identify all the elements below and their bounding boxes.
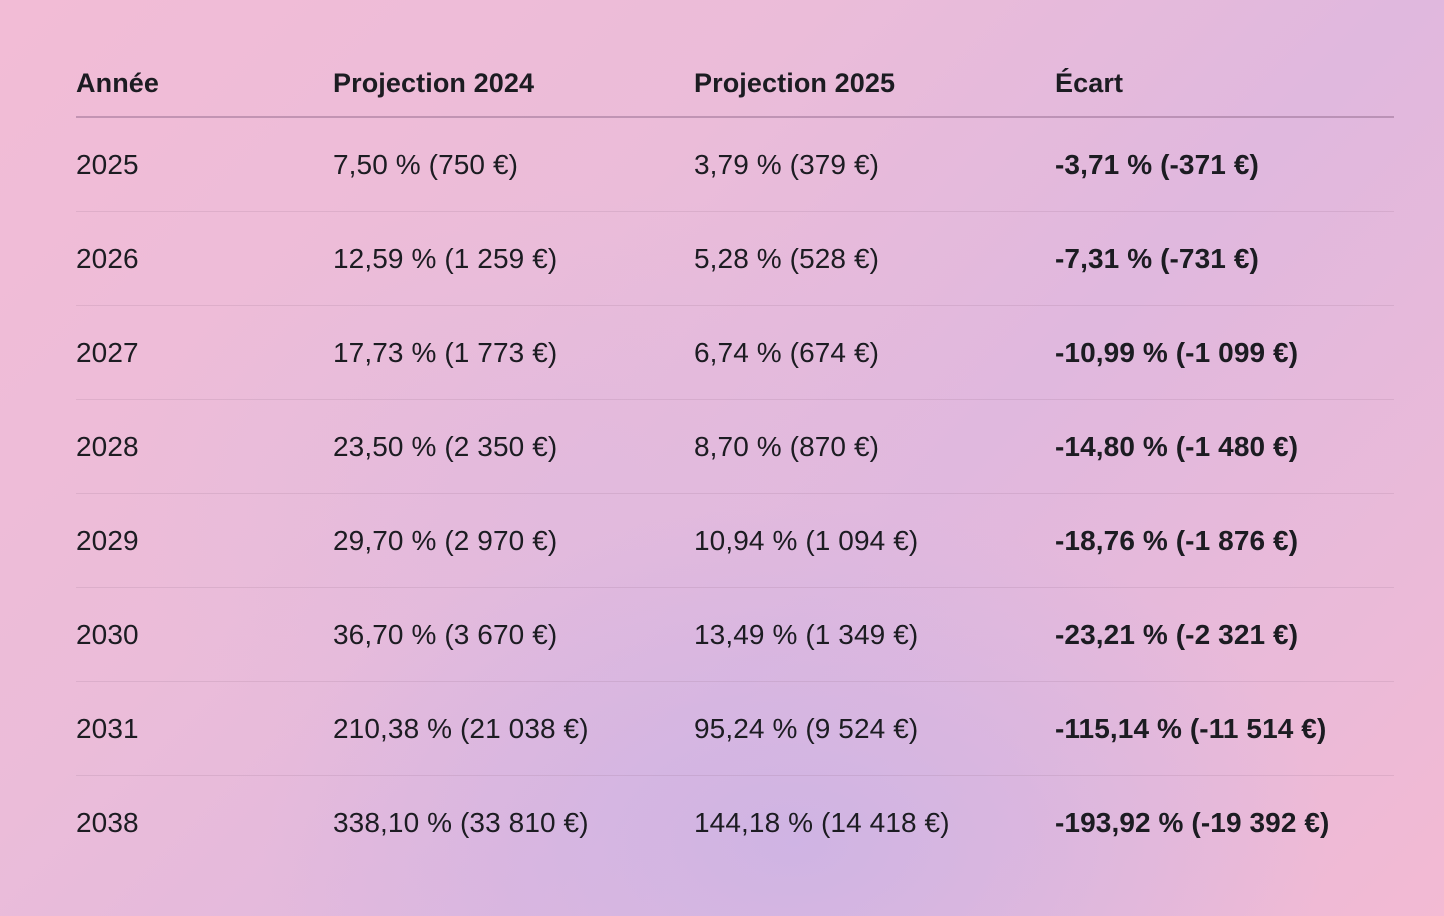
cell-projection-2025: 95,24 % (9 524 €): [694, 712, 919, 744]
cell-gap: -115,14 % (-11 514 €): [1055, 712, 1327, 744]
cell-year: 2031: [76, 712, 139, 744]
cell-year: 2030: [76, 618, 139, 650]
table-row: 2030 36,70 % (3 670 €) 13,49 % (1 349 €)…: [76, 588, 1394, 682]
header-projection-2025: Projection 2025: [694, 67, 896, 98]
cell-gap: -3,71 % (-371 €): [1055, 148, 1259, 180]
cell-year: 2029: [76, 524, 139, 556]
cell-year: 2026: [76, 242, 139, 274]
header-gap: Écart: [1055, 67, 1124, 98]
cell-projection-2024: 12,59 % (1 259 €): [333, 242, 558, 274]
cell-gap: -10,99 % (-1 099 €): [1055, 336, 1299, 368]
cell-gap: -193,92 % (-19 392 €): [1055, 806, 1330, 838]
table-row: 2025 7,50 % (750 €) 3,79 % (379 €) -3,71…: [76, 118, 1394, 212]
header-projection-2024: Projection 2024: [333, 67, 535, 98]
cell-projection-2024: 7,50 % (750 €): [333, 148, 519, 180]
cell-gap: -7,31 % (-731 €): [1055, 242, 1259, 274]
cell-projection-2024: 23,50 % (2 350 €): [333, 430, 558, 462]
header-year: Année: [76, 67, 160, 98]
cell-year: 2028: [76, 430, 139, 462]
cell-projection-2024: 29,70 % (2 970 €): [333, 524, 558, 556]
table-row: 2027 17,73 % (1 773 €) 6,74 % (674 €) -1…: [76, 306, 1394, 400]
cell-projection-2024: 36,70 % (3 670 €): [333, 618, 558, 650]
cell-year: 2027: [76, 336, 139, 368]
cell-projection-2025: 6,74 % (674 €): [694, 336, 880, 368]
cell-projection-2025: 144,18 % (14 418 €): [694, 806, 950, 838]
projection-table: Année Projection 2024 Projection 2025 Éc…: [76, 50, 1394, 869]
table-row: 2028 23,50 % (2 350 €) 8,70 % (870 €) -1…: [76, 400, 1394, 494]
cell-year: 2038: [76, 806, 139, 838]
cell-gap: -18,76 % (-1 876 €): [1055, 524, 1299, 556]
cell-gap: -23,21 % (-2 321 €): [1055, 618, 1299, 650]
table-row: 2031 210,38 % (21 038 €) 95,24 % (9 524 …: [76, 682, 1394, 776]
cell-year: 2025: [76, 148, 139, 180]
cell-projection-2024: 17,73 % (1 773 €): [333, 336, 558, 368]
table-row: 2038 338,10 % (33 810 €) 144,18 % (14 41…: [76, 776, 1394, 869]
cell-projection-2024: 210,38 % (21 038 €): [333, 712, 589, 744]
cell-projection-2025: 8,70 % (870 €): [694, 430, 880, 462]
cell-projection-2025: 10,94 % (1 094 €): [694, 524, 919, 556]
cell-projection-2025: 3,79 % (379 €): [694, 148, 880, 180]
cell-projection-2024: 338,10 % (33 810 €): [333, 806, 589, 838]
cell-projection-2025: 13,49 % (1 349 €): [694, 618, 919, 650]
table-header-row: Année Projection 2024 Projection 2025 Éc…: [76, 50, 1394, 118]
cell-projection-2025: 5,28 % (528 €): [694, 242, 880, 274]
cell-gap: -14,80 % (-1 480 €): [1055, 430, 1299, 462]
table-row: 2026 12,59 % (1 259 €) 5,28 % (528 €) -7…: [76, 212, 1394, 306]
table-row: 2029 29,70 % (2 970 €) 10,94 % (1 094 €)…: [76, 494, 1394, 588]
